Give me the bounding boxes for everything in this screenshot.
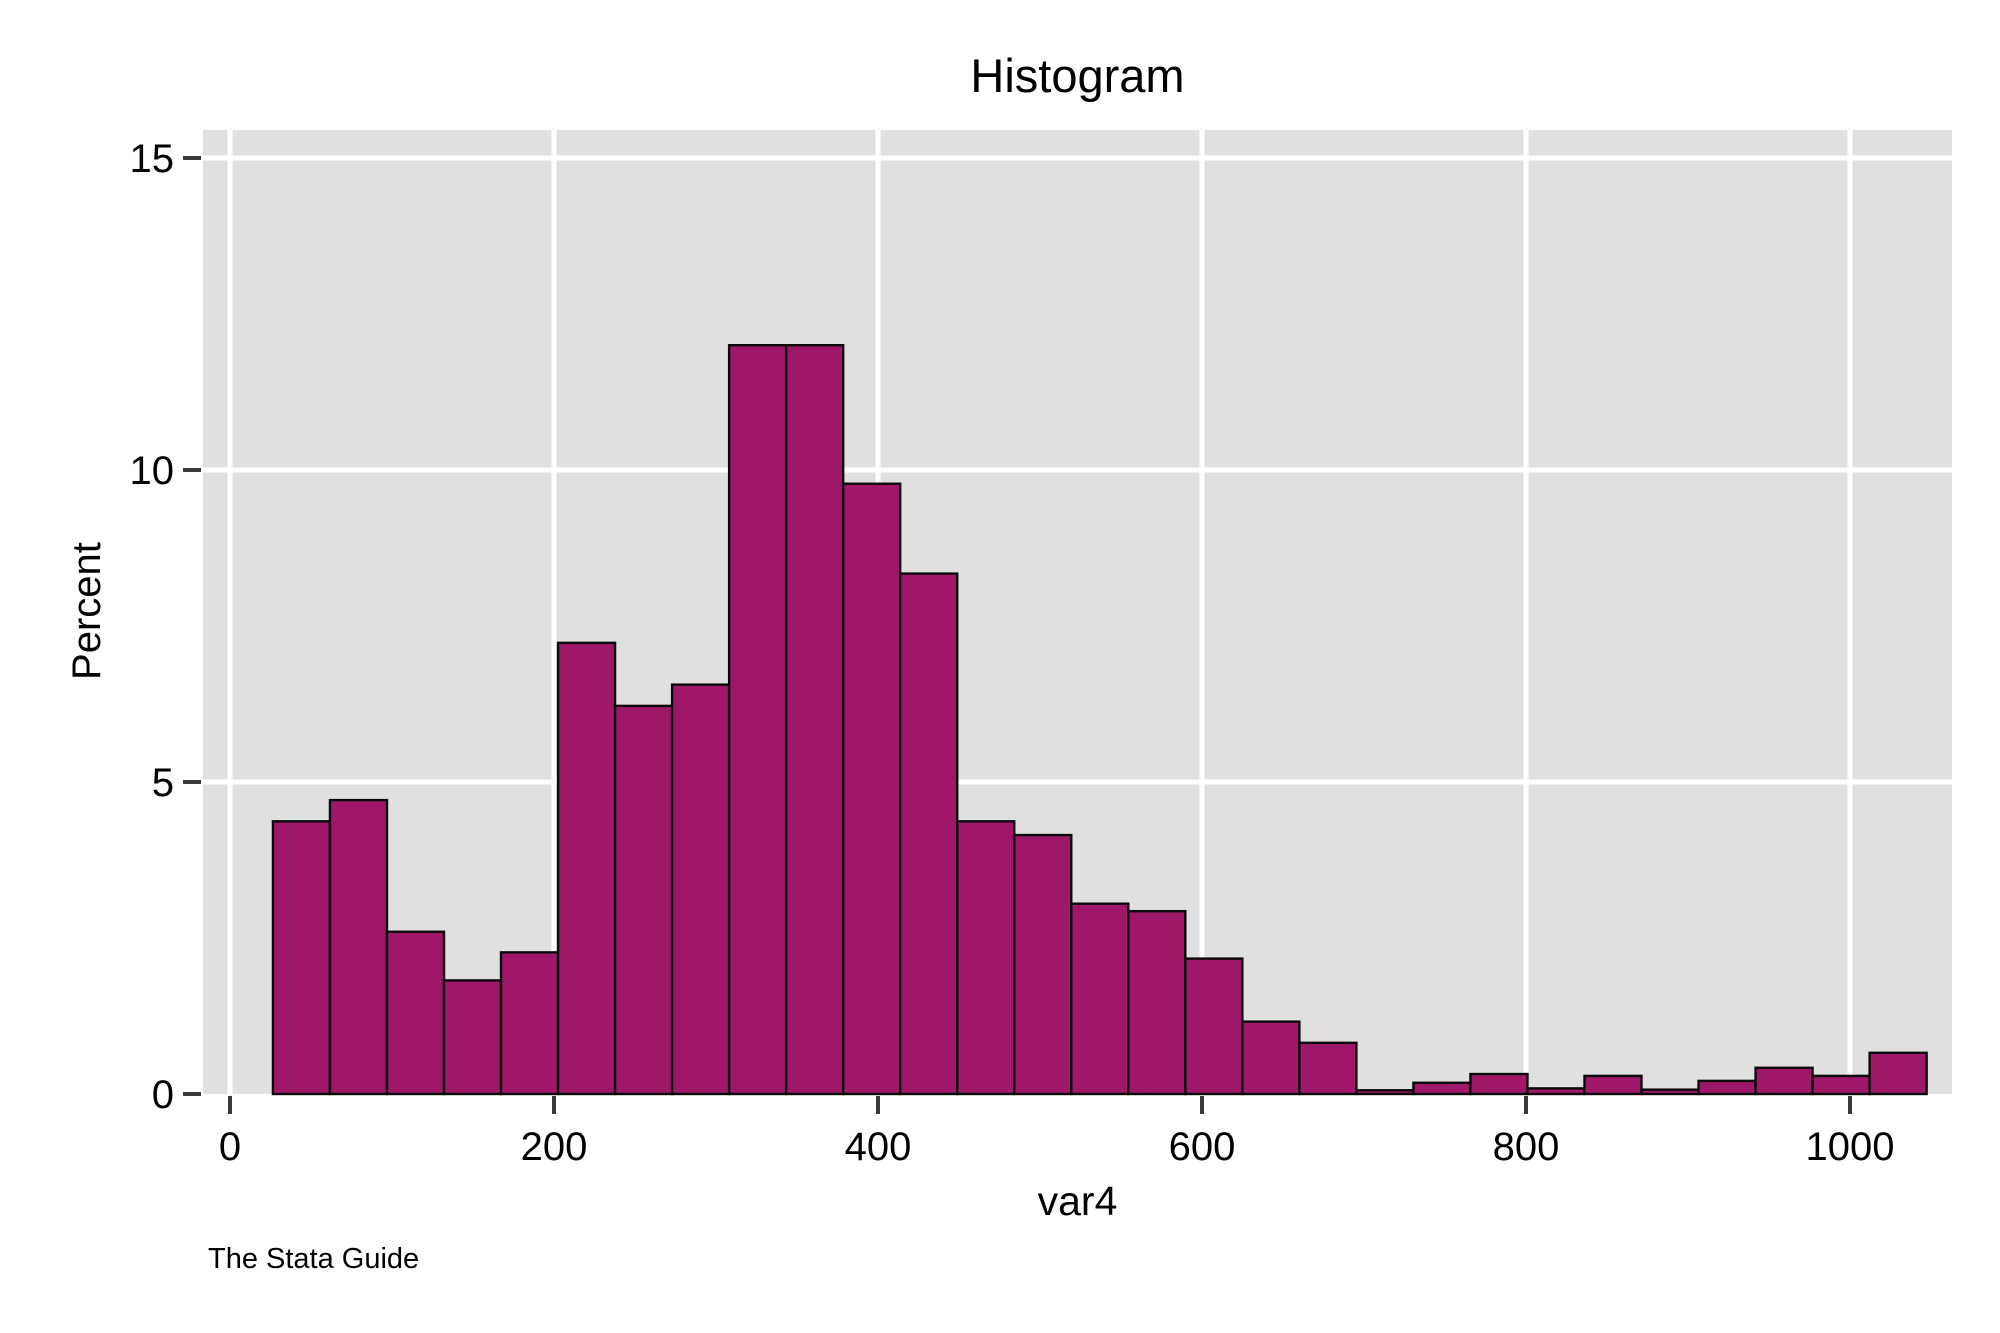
histogram-bar — [556, 641, 617, 1096]
histogram-bar — [1583, 1074, 1643, 1096]
y-tick-label: 0 — [152, 1073, 174, 1117]
x-tick-label: 400 — [845, 1125, 912, 1169]
histogram-bar — [1526, 1087, 1586, 1096]
histogram-bar — [1754, 1066, 1814, 1096]
y-tick-label: 5 — [152, 761, 174, 805]
histogram-bar — [328, 798, 389, 1096]
histogram-bar — [442, 979, 503, 1096]
histogram-bar — [956, 820, 1016, 1096]
histogram-bar — [613, 704, 674, 1096]
histogram-bar — [1355, 1089, 1415, 1096]
y-tick-label: 15 — [130, 137, 175, 181]
chart-title: Histogram — [970, 49, 1185, 102]
histogram-bar — [1868, 1051, 1928, 1096]
histogram-bar — [1184, 957, 1244, 1096]
histogram-bar — [898, 572, 959, 1096]
histogram-bar — [1697, 1079, 1757, 1096]
x-tick-label: 1000 — [1806, 1125, 1895, 1169]
histogram-bar — [784, 344, 845, 1096]
x-axis-title: var4 — [1037, 1178, 1118, 1224]
histogram-bar — [1070, 902, 1130, 1096]
y-axis-title: Percent — [65, 542, 109, 680]
histogram-bar — [1298, 1041, 1358, 1096]
histogram-bar — [385, 930, 446, 1096]
histogram-bar — [271, 820, 332, 1096]
x-tick-label: 0 — [219, 1125, 241, 1169]
histogram-bar — [1469, 1072, 1529, 1096]
histogram-bar — [1127, 909, 1187, 1096]
histogram-bar — [1013, 833, 1073, 1096]
x-tick-label: 600 — [1169, 1125, 1236, 1169]
histogram-bar — [670, 683, 731, 1096]
x-tick-label: 800 — [1493, 1125, 1560, 1169]
histogram-bar — [1241, 1020, 1301, 1096]
footer-note: The Stata Guide — [208, 1243, 420, 1275]
x-tick-label: 200 — [521, 1125, 588, 1169]
histogram-bar — [499, 951, 560, 1096]
y-tick-label: 10 — [130, 449, 175, 493]
histogram-bar — [1640, 1088, 1700, 1096]
histogram-bar — [727, 344, 788, 1096]
histogram-bar — [1811, 1074, 1871, 1096]
histogram-bar — [841, 482, 902, 1096]
histogram-bar — [1412, 1081, 1472, 1096]
